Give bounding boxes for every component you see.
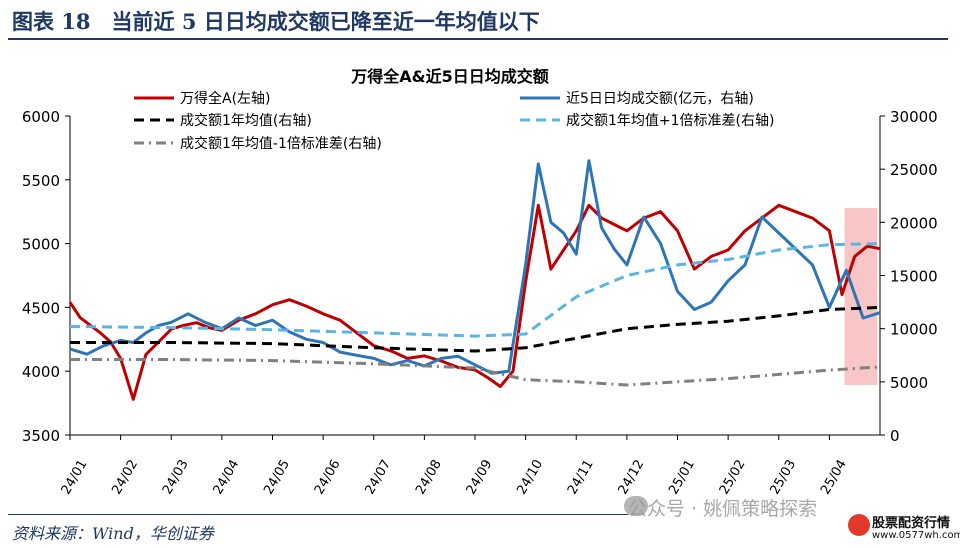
x-tick-label: 24/02 bbox=[109, 457, 141, 497]
x-tick-label: 25/02 bbox=[717, 457, 749, 497]
left-tick-label: 3500 bbox=[22, 427, 60, 445]
x-tick-label: 24/08 bbox=[413, 457, 445, 497]
footer-rule bbox=[8, 514, 628, 515]
x-tick-label: 24/03 bbox=[160, 457, 192, 497]
x-tick-label: 24/09 bbox=[464, 457, 496, 497]
watermark: 公众号 · 姚佩策略探索 bbox=[628, 498, 818, 520]
left-tick-label: 5500 bbox=[22, 172, 60, 190]
series-line-2 bbox=[70, 305, 881, 353]
series-line-4 bbox=[70, 358, 881, 387]
logo-text: 股票配资行情 bbox=[872, 516, 951, 531]
legend-label-4: 成交额1年均值-1倍标准差(右轴) bbox=[180, 135, 382, 152]
x-tick-label: 25/04 bbox=[818, 457, 850, 497]
x-tick-label: 24/12 bbox=[616, 457, 648, 497]
logo-mark-icon bbox=[848, 514, 870, 536]
right-tick-label: 30000 bbox=[890, 108, 938, 126]
x-tick-label: 24/05 bbox=[261, 457, 293, 497]
highlight-layer bbox=[844, 208, 878, 385]
left-tick-label: 5000 bbox=[22, 236, 60, 254]
highlight-band bbox=[844, 208, 878, 385]
left-tick-label: 6000 bbox=[22, 108, 60, 126]
right-tick-label: 25000 bbox=[890, 161, 938, 179]
right-tick-label: 10000 bbox=[890, 321, 938, 339]
chart-title: 万得全A&近5日日均成交额 bbox=[350, 67, 548, 86]
axes-layer: 3500 4000 4500 5000 5500 6000 0 5000 10000 15000 2… bbox=[22, 108, 938, 497]
left-tick-label: 4000 bbox=[22, 363, 60, 381]
x-tick-label: 24/11 bbox=[565, 457, 597, 497]
legend-label-2: 成交额1年均值(右轴) bbox=[180, 112, 312, 129]
x-tick-label: 24/01 bbox=[59, 457, 91, 497]
right-tick-label: 20000 bbox=[890, 214, 938, 232]
x-tick-label: 25/01 bbox=[666, 457, 698, 497]
left-tick-label: 4500 bbox=[22, 299, 60, 317]
x-tick-label: 25/03 bbox=[767, 457, 799, 497]
logo-url: www.0577wh.com bbox=[872, 530, 960, 541]
series-line-3 bbox=[69, 242, 881, 338]
x-tick-label: 24/06 bbox=[312, 457, 344, 497]
right-tick-label: 15000 bbox=[890, 268, 938, 286]
legend-label-1: 近5日日均成交额(亿元，右轴) bbox=[566, 90, 754, 107]
x-tick-label: 24/07 bbox=[362, 457, 394, 497]
legend-label-0: 万得全A(左轴) bbox=[180, 90, 271, 107]
series-line-0 bbox=[68, 203, 881, 401]
right-tick-label: 0 bbox=[890, 427, 900, 445]
legend-label-3: 成交额1年均值+1倍标准差(右轴) bbox=[566, 112, 774, 129]
series-line-1 bbox=[69, 159, 881, 375]
header-rule bbox=[8, 38, 948, 40]
right-tick-label: 5000 bbox=[890, 374, 928, 392]
wechat-icon bbox=[624, 496, 648, 516]
legend: 万得全A(左轴) 近5日日均成交额(亿元，右轴) 成交额1年均值(右轴) 成交额1年均… bbox=[134, 90, 774, 152]
x-tick-label: 24/04 bbox=[211, 457, 243, 497]
series-layer bbox=[68, 159, 881, 401]
x-tick-label: 24/10 bbox=[514, 457, 546, 497]
source-note: 资料来源：Wind，华创证券 bbox=[12, 524, 214, 543]
figure-title: 图表 18 当前近 5 日日均成交额已降至近一年均值以下 bbox=[12, 9, 540, 34]
